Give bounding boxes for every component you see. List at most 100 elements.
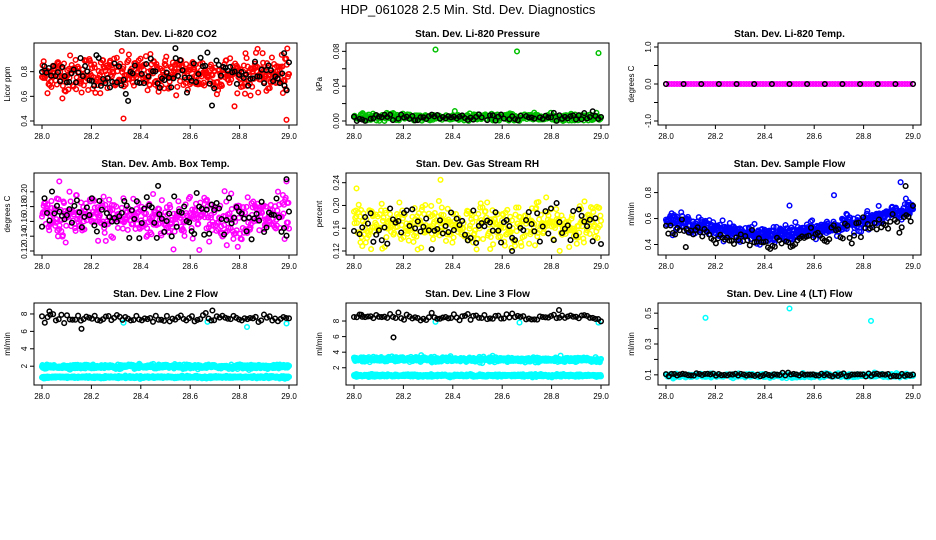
data-point [274, 207, 281, 214]
data-point [171, 228, 178, 235]
data-point [545, 114, 552, 121]
data-point [567, 237, 574, 244]
data-point [206, 238, 213, 245]
data-point [504, 206, 511, 213]
series-1 [38, 318, 293, 373]
data-point [204, 49, 211, 56]
data-point [218, 82, 225, 89]
outlier-point [155, 182, 162, 189]
y-tick-label: 6 [20, 329, 29, 334]
data-point [267, 67, 274, 74]
data-point [54, 69, 61, 76]
data-point [356, 115, 363, 122]
y-tick-label: 0.08 [332, 43, 341, 59]
data-point [208, 102, 216, 109]
data-point [484, 117, 491, 124]
data-points [38, 176, 293, 254]
data-point [91, 61, 98, 68]
data-point [284, 219, 291, 226]
data-point [284, 45, 291, 52]
data-point [93, 228, 100, 235]
data-point [409, 206, 416, 213]
data-point [113, 203, 120, 210]
data-point [871, 80, 878, 88]
data-point [95, 237, 102, 244]
data-point [486, 219, 494, 226]
outlier-point [56, 178, 63, 185]
data-point [534, 210, 541, 217]
data-point [572, 116, 580, 123]
data-point [43, 69, 50, 76]
mask [345, 41, 610, 43]
data-point [171, 193, 178, 200]
y-tick-label: 2 [20, 363, 29, 368]
data-point [174, 72, 182, 79]
data-point [228, 220, 235, 227]
y-tick-label: 4 [20, 346, 29, 351]
data-point [46, 227, 53, 234]
data-point [149, 68, 157, 75]
data-point [662, 80, 670, 88]
data-point [597, 217, 605, 224]
data-point [571, 227, 578, 234]
data-point [545, 230, 552, 237]
outlier-point [513, 48, 521, 55]
x-tick-label: 28.2 [84, 132, 100, 141]
data-point [226, 195, 233, 202]
data-point [466, 225, 473, 232]
data-point [543, 194, 550, 201]
data-point [123, 202, 130, 209]
data-point [848, 80, 855, 88]
data-point [581, 198, 588, 205]
data-point [106, 84, 114, 91]
panel-title: Stan. Dev. Line 3 Flow [425, 289, 530, 300]
data-point [63, 222, 70, 229]
data-point [276, 80, 283, 87]
y-axis-label: ml/min [627, 202, 636, 226]
data-point [438, 211, 445, 218]
y-tick-label: 0.00 [332, 113, 341, 129]
data-point [796, 80, 803, 88]
x-tick-label: 28.8 [856, 262, 872, 271]
data-point [589, 238, 596, 245]
data-point [442, 222, 449, 230]
data-point [815, 80, 822, 88]
x-tick-label: 28.0 [34, 132, 50, 141]
data-point [712, 240, 719, 247]
data-point [439, 230, 446, 237]
data-point [846, 80, 853, 88]
data-point [258, 209, 266, 216]
x-tick-label: 28.8 [856, 132, 872, 141]
data-point [528, 221, 535, 228]
data-point [84, 68, 91, 75]
data-point [149, 318, 157, 325]
data-point [453, 215, 460, 222]
panel-title: Stan. Dev. Amb. Box Temp. [101, 159, 229, 170]
data-point [412, 117, 419, 124]
data-point [145, 73, 152, 80]
data-point [482, 208, 489, 215]
data-point [597, 113, 605, 121]
data-point [351, 220, 358, 227]
data-point [858, 228, 865, 235]
data-point [909, 206, 917, 213]
data-point [665, 80, 672, 88]
data-point [118, 204, 125, 211]
data-point [832, 80, 839, 88]
data-point [106, 213, 113, 220]
data-point [578, 212, 585, 219]
data-point [719, 217, 726, 224]
x-tick-label: 28.8 [232, 132, 248, 141]
data-point [206, 80, 213, 87]
page-title: HDP_061028 2.5 Min. Std. Dev. Diagnostic… [340, 2, 596, 17]
outlier-point [78, 325, 85, 332]
data-point [113, 218, 120, 225]
data-point [586, 216, 593, 223]
x-tick-label: 29.0 [905, 132, 921, 141]
data-point [38, 313, 46, 320]
data-point [749, 226, 756, 234]
outlier-point [46, 308, 53, 315]
data-point [156, 206, 163, 213]
data-point [701, 80, 708, 88]
data-point [403, 207, 410, 214]
